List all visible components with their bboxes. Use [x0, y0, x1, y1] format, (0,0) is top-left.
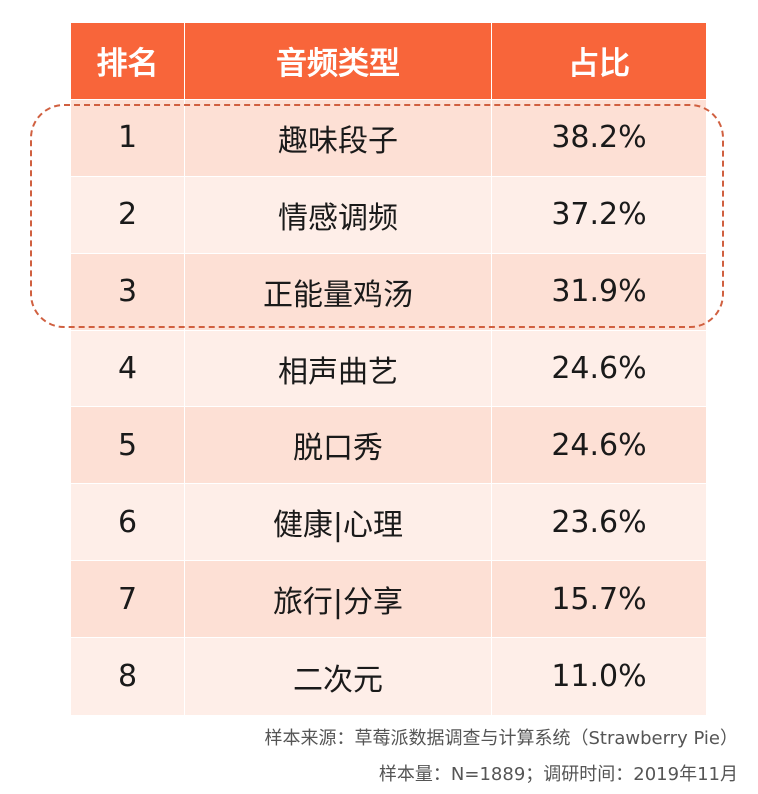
- table-row: 5 脱口秀 24.6%: [71, 407, 706, 485]
- share-cell: 15.7%: [551, 581, 647, 617]
- table-row: 8 二次元 11.0%: [71, 638, 706, 716]
- audio-type-cell: 旅行|分享: [184, 561, 492, 638]
- audio-type-cell: 趣味段子: [184, 99, 492, 176]
- audio-type-cell: 情感调频: [184, 176, 492, 253]
- header-audio-type: 音频类型: [184, 23, 492, 99]
- share-cell: 38.2%: [551, 120, 647, 156]
- audio-type-cell: 健康|心理: [184, 484, 492, 561]
- footer-sample-info: 样本量：N=1889；调研时间：2019年11月: [378, 764, 738, 785]
- audio-type-cell: 二次元: [184, 638, 492, 716]
- share-cell: 31.9%: [551, 274, 647, 310]
- table-row: 7 旅行|分享 15.7%: [71, 561, 706, 639]
- rank-cell: 8: [117, 659, 138, 695]
- table-row: 2 情感调频 37.2%: [71, 176, 706, 254]
- rank-cell: 1: [117, 120, 138, 156]
- footer-source: 样本来源：草莓派数据调查与计算系统（Strawberry Pie）: [264, 728, 738, 749]
- header-share: 占比: [568, 46, 630, 83]
- table-row: 4 相声曲艺 24.6%: [71, 330, 706, 408]
- ranking-table: 排名 音频类型 占比 1 趣味段子 38.2% 2 情感调频 37.2% 3 正能量鸡汤 31.…: [71, 23, 706, 716]
- table-header-row: 排名 音频类型 占比: [71, 23, 706, 100]
- table-row: 3 正能量鸡汤 31.9%: [71, 253, 706, 331]
- table-body: 1 趣味段子 38.2% 2 情感调频 37.2% 3 正能量鸡汤 31.9% 4 相声曲艺 24.6…: [71, 99, 706, 716]
- share-cell: 24.6%: [551, 427, 647, 463]
- share-cell: 37.2%: [551, 197, 647, 233]
- table-row: 1 趣味段子 38.2%: [71, 99, 706, 177]
- rank-cell: 2: [117, 197, 138, 233]
- header-rank: 排名: [96, 46, 159, 83]
- rank-cell: 7: [117, 581, 138, 617]
- table-row: 6 健康|心理 23.6%: [71, 484, 706, 562]
- audio-type-cell: 脱口秀: [184, 407, 492, 484]
- rank-cell: 4: [117, 351, 138, 386]
- audio-type-cell: 正能量鸡汤: [184, 253, 492, 330]
- rank-cell: 3: [117, 274, 138, 310]
- audio-type-cell: 相声曲艺: [184, 330, 492, 407]
- share-cell: 11.0%: [551, 659, 647, 695]
- rank-cell: 6: [117, 504, 138, 540]
- share-cell: 24.6%: [551, 351, 647, 386]
- rank-cell: 5: [117, 427, 138, 463]
- share-cell: 23.6%: [551, 504, 647, 540]
